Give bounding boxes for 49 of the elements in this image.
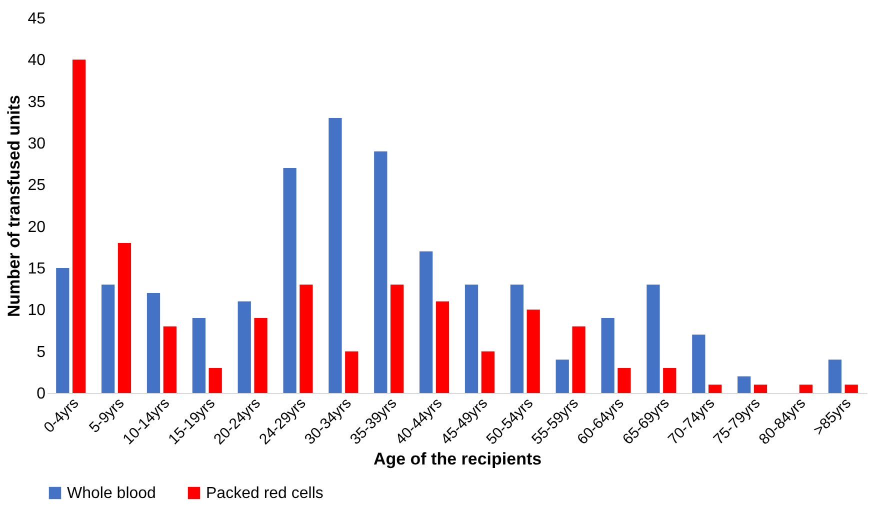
bar (374, 151, 388, 393)
bar (708, 384, 722, 393)
bar (56, 268, 70, 393)
bar (163, 326, 176, 393)
bar (238, 301, 251, 393)
bar (510, 284, 524, 393)
bar (102, 284, 115, 393)
bar (663, 368, 676, 393)
legend-label: Whole blood (67, 485, 156, 502)
bar (192, 318, 206, 393)
bar (828, 360, 842, 393)
bar (146, 293, 160, 393)
y-tick-label: 45 (28, 10, 46, 28)
bar (420, 251, 433, 393)
bar (208, 368, 222, 393)
y-tick-label: 35 (28, 94, 46, 111)
bar (738, 376, 751, 393)
y-tick-label: 40 (28, 52, 46, 70)
bar (601, 318, 614, 393)
bar (572, 326, 586, 393)
y-tick-label: 25 (28, 177, 46, 194)
bar (283, 168, 296, 393)
bar (692, 334, 706, 393)
bar (556, 360, 569, 393)
bar (464, 284, 478, 393)
bar (618, 368, 631, 393)
bar (436, 301, 450, 393)
y-tick-label: 20 (28, 218, 46, 236)
bar (390, 284, 404, 393)
x-axis-title: Age of the recipients (373, 449, 542, 468)
bar (526, 310, 540, 393)
y-tick-label: 10 (28, 302, 46, 320)
bar (345, 351, 358, 393)
y-tick-label: 0 (36, 386, 46, 402)
bar (254, 318, 268, 393)
bar (328, 118, 342, 393)
legend-label: Packed red cells (206, 485, 324, 502)
y-tick-label: 30 (28, 136, 46, 152)
bar (72, 60, 86, 393)
bar (118, 243, 132, 393)
bar (646, 284, 660, 393)
bar (844, 384, 858, 393)
y-tick-label: 15 (28, 260, 46, 278)
y-axis-title: Number of transfused units (4, 95, 24, 317)
bar (799, 384, 812, 393)
bar (481, 351, 494, 393)
bar (300, 284, 313, 393)
bar (754, 384, 768, 393)
y-tick-label: 5 (36, 344, 46, 361)
